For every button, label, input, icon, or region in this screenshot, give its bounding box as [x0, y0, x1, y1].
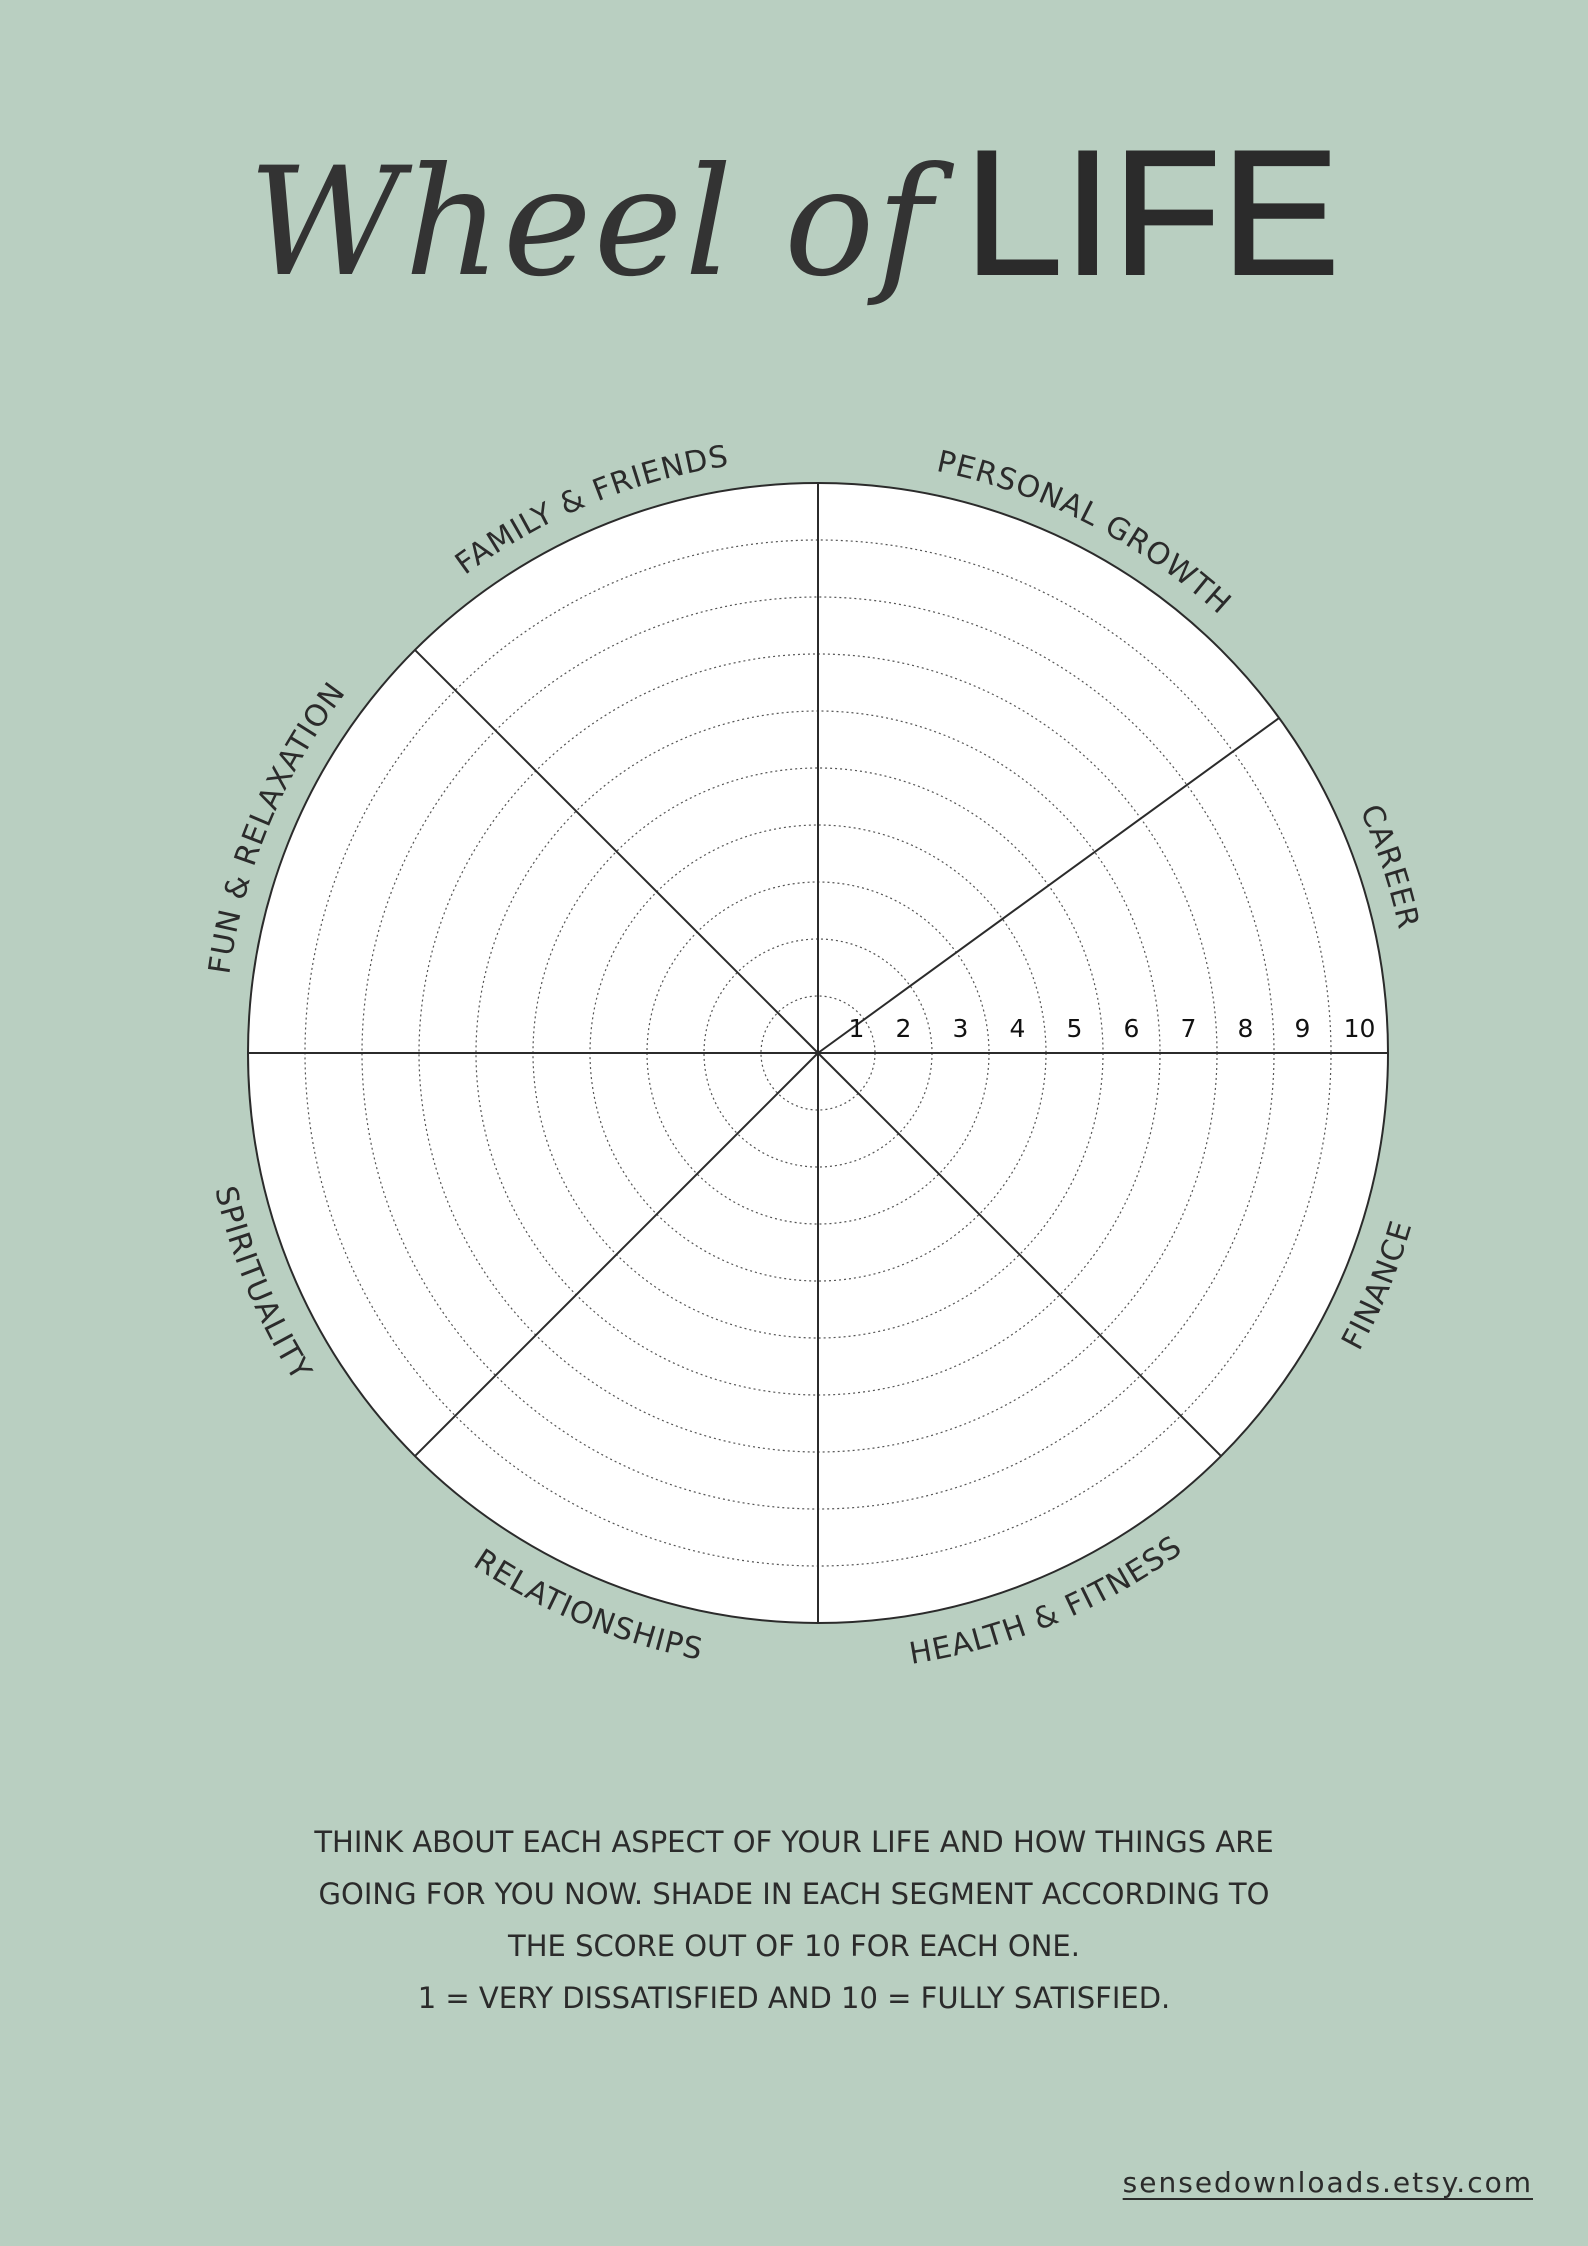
instructions-text: THINK ABOUT EACH ASPECT OF YOUR LIFE AND…: [200, 1816, 1388, 2024]
scale-number: 5: [1067, 1014, 1083, 1043]
scale-number: 8: [1238, 1014, 1254, 1043]
scale-number: 7: [1181, 1014, 1197, 1043]
title-script-text: Wheel of: [248, 136, 934, 310]
instruction-line: GOING FOR YOU NOW. SHADE IN EACH SEGMENT…: [318, 1877, 1270, 1911]
scale-number: 6: [1124, 1014, 1140, 1043]
instruction-line: 1 = VERY DISSATISFIED AND 10 = FULLY SAT…: [417, 1981, 1171, 2015]
scale-number: 9: [1295, 1014, 1311, 1043]
scale-number: 1: [849, 1014, 865, 1043]
scale-number: 4: [1010, 1014, 1026, 1043]
wheel-of-life: 1 2 3 4 5 6 7 8 9 10 PERSONAL GROWTHCAREERFINANCE…: [202, 439, 1424, 1672]
etsy-shop-link[interactable]: sensedownloads.etsy.com: [1122, 2166, 1533, 2199]
segment-divider: [414, 649, 819, 1054]
page-title: Wheel of LIFE: [0, 110, 1588, 340]
segment-divider: [817, 717, 1280, 1054]
scale-number: 2: [896, 1014, 912, 1043]
scale-number: 3: [953, 1014, 969, 1043]
segment-divider: [817, 1052, 1222, 1457]
segment-divider: [414, 1052, 819, 1457]
scale-numbers: 1 2 3 4 5 6 7 8 9 10: [849, 1014, 1376, 1043]
wheel-spokes: [248, 483, 1388, 1623]
title-bold-text: LIFE: [963, 112, 1341, 313]
scale-number: 10: [1344, 1014, 1376, 1043]
instruction-line: THE SCORE OUT OF 10 FOR EACH ONE.: [508, 1929, 1080, 1963]
instruction-line: THINK ABOUT EACH ASPECT OF YOUR LIFE AND…: [314, 1825, 1274, 1859]
